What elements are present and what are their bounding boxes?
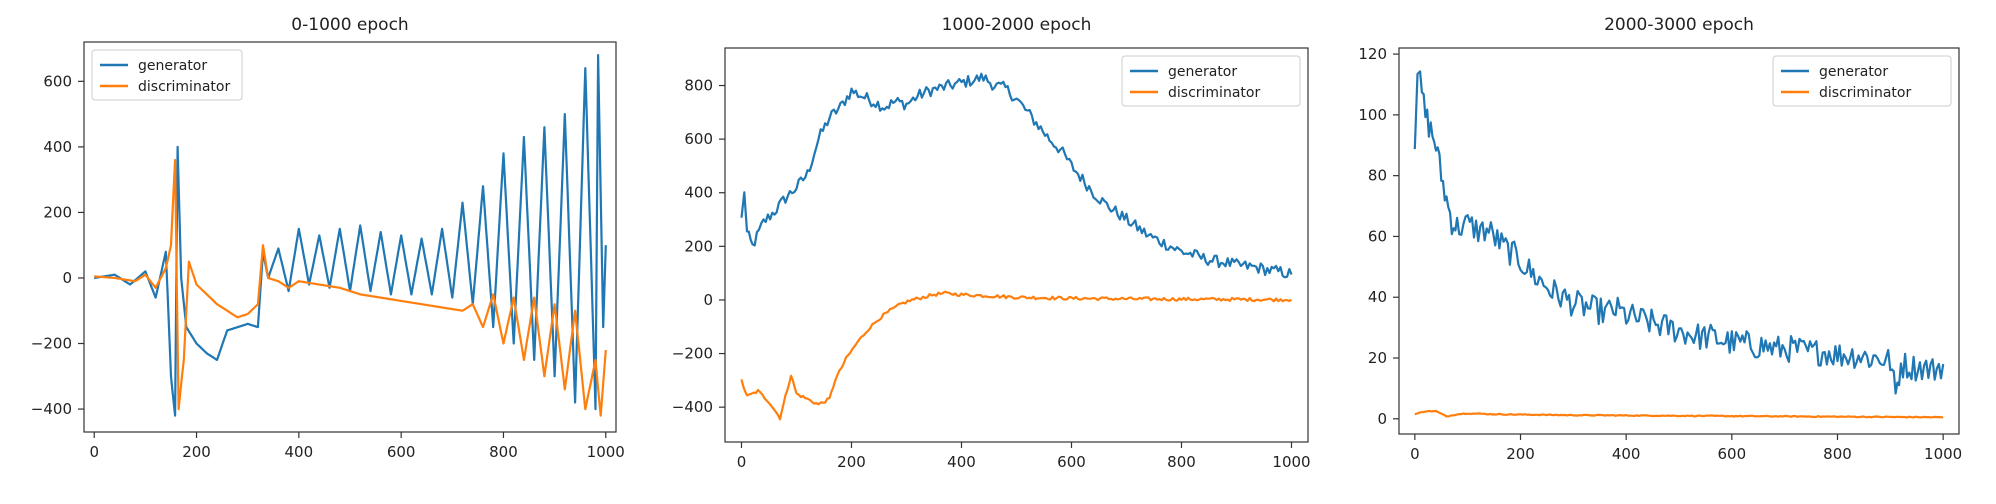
discriminator-line [1414,409,1944,419]
x-tick-label: 0 [737,453,747,471]
x-tick-label: 400 [947,453,976,471]
generator-line [1413,70,1945,395]
y-tick-label: 400 [43,138,72,156]
x-tick-label: 1000 [1924,445,1962,463]
x-tick-label: 200 [1506,445,1535,463]
x-tick-label: 400 [1612,445,1641,463]
y-tick-label: 600 [684,130,713,148]
y-tick-label: −400 [31,400,72,418]
x-tick-label: 200 [182,443,211,461]
discriminator-line [94,158,607,417]
y-tick-label: 60 [1368,227,1387,245]
x-tick-label: 0 [1410,445,1420,463]
x-tick-label: 600 [1718,445,1747,463]
generator-legend-label: generator [1168,64,1237,80]
discriminator-legend-label: discriminator [1168,85,1260,101]
chart-3: 2000-3000 epoch 0 200 400 600 800 1000 0 20 40 60 8… [1358,15,1962,463]
legend-box [91,49,243,101]
y-tick-label: 100 [1358,106,1387,124]
chart-title: 0-1000 epoch [291,15,408,35]
legend: generator discriminator [1121,55,1301,107]
legend: generator discriminator [91,49,243,101]
legend-box [1121,55,1301,107]
chart-1: 0-1000 epoch 0 200 400 600 800 1000 −400 −200 0 20… [31,15,625,461]
x-tick-label: 800 [489,443,518,461]
y-tick-label: 120 [1358,45,1387,63]
x-tick-label: 800 [1167,453,1196,471]
discriminator-line [740,290,1293,421]
x-tick-label: 1000 [1272,453,1310,471]
y-tick-label: −400 [672,398,713,416]
y-tick-label: 0 [62,269,72,287]
legend: generator discriminator [1772,55,1952,107]
generator-line [740,72,1293,279]
discriminator-legend-label: discriminator [138,79,230,95]
y-tick-label: 80 [1368,167,1387,185]
y-tick-label: 0 [1377,410,1387,428]
x-tick-label: 200 [837,453,866,471]
chart-title: 1000-2000 epoch [942,15,1092,35]
chart-2: 1000-2000 epoch 0 200 400 600 800 1000 −400 −200… [672,15,1311,471]
y-tick-label: 600 [43,72,72,90]
chart-title: 2000-3000 epoch [1604,15,1754,35]
axes-frame [724,47,1309,443]
generator-legend-label: generator [138,58,207,74]
axes-frame [83,41,617,433]
x-tick-label: 1000 [587,443,625,461]
legend-box [1772,55,1952,107]
y-tick-label: −200 [672,345,713,363]
x-tick-label: 600 [387,443,416,461]
x-tick-label: 800 [1823,445,1852,463]
y-tick-label: 400 [684,184,713,202]
y-tick-label: 40 [1368,288,1387,306]
y-tick-label: 200 [684,237,713,255]
x-tick-label: 600 [1057,453,1086,471]
generator-line [93,54,607,417]
generator-legend-label: generator [1819,64,1888,80]
x-tick-label: 0 [89,443,99,461]
y-tick-label: 20 [1368,349,1387,367]
y-tick-label: 800 [684,77,713,95]
axes-frame [1398,47,1960,435]
y-tick-label: 200 [43,203,72,221]
y-tick-label: −200 [31,335,72,353]
discriminator-legend-label: discriminator [1819,85,1911,101]
x-tick-label: 400 [285,443,314,461]
y-tick-label: 0 [703,291,713,309]
